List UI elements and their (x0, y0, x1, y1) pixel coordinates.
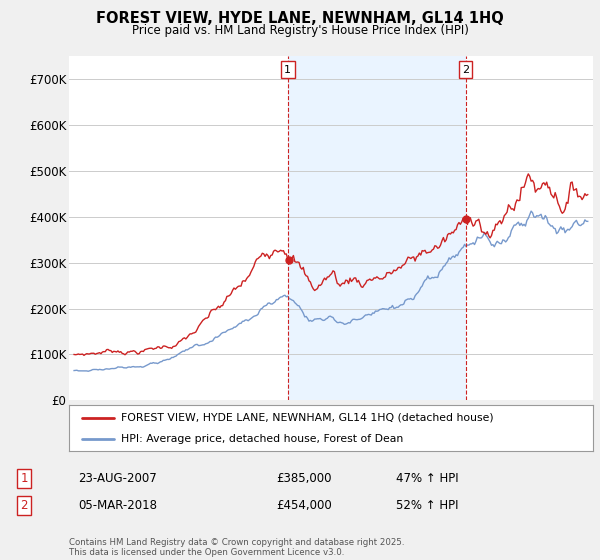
Text: 47% ↑ HPI: 47% ↑ HPI (396, 472, 458, 486)
Text: 52% ↑ HPI: 52% ↑ HPI (396, 498, 458, 512)
Text: 05-MAR-2018: 05-MAR-2018 (78, 498, 157, 512)
Text: Contains HM Land Registry data © Crown copyright and database right 2025.
This d: Contains HM Land Registry data © Crown c… (69, 538, 404, 557)
Bar (288, 56, 466, 400)
Text: HPI: Average price, detached house, Forest of Dean: HPI: Average price, detached house, Fore… (121, 435, 404, 444)
Text: 2: 2 (20, 498, 28, 512)
Text: Price paid vs. HM Land Registry's House Price Index (HPI): Price paid vs. HM Land Registry's House … (131, 24, 469, 36)
Text: FOREST VIEW, HYDE LANE, NEWNHAM, GL14 1HQ (detached house): FOREST VIEW, HYDE LANE, NEWNHAM, GL14 1H… (121, 413, 494, 423)
Text: 1: 1 (20, 472, 28, 486)
Text: £385,000: £385,000 (276, 472, 331, 486)
Text: FOREST VIEW, HYDE LANE, NEWNHAM, GL14 1HQ: FOREST VIEW, HYDE LANE, NEWNHAM, GL14 1H… (96, 11, 504, 26)
Text: 23-AUG-2007: 23-AUG-2007 (78, 472, 157, 486)
Text: 1: 1 (284, 64, 292, 74)
Text: £454,000: £454,000 (276, 498, 332, 512)
Text: 2: 2 (462, 64, 469, 74)
